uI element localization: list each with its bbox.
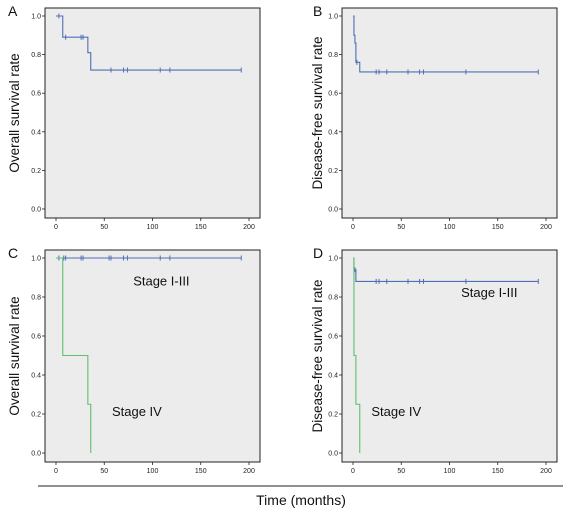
x-tick-label: 50 (100, 224, 108, 231)
x-tick-label: 50 (397, 224, 405, 231)
y-axis-label: Disease-free survival rate (310, 36, 325, 189)
plot-area (341, 7, 558, 219)
y-tick-label: 0.2 (31, 412, 41, 419)
y-tick-label: 0.4 (31, 373, 41, 380)
y-tick-label: 0.0 (31, 451, 41, 458)
series-annotation: Stage I-III (461, 285, 517, 300)
x-tick-label: 200 (540, 224, 552, 231)
y-axis-label: Disease-free survival rate (310, 279, 325, 432)
y-tick-label: 0.2 (328, 168, 338, 175)
x-tick-label: 200 (243, 224, 255, 231)
y-tick-label: 0.4 (31, 129, 41, 136)
y-tick-label: 0.6 (31, 91, 41, 98)
y-tick-label: 0.4 (328, 129, 338, 136)
y-tick-label: 0.8 (328, 295, 338, 302)
x-tick-label: 50 (397, 468, 405, 475)
plot-area (341, 249, 558, 463)
y-tick-label: 0.8 (328, 52, 338, 59)
y-tick-label: 1.0 (31, 14, 41, 21)
figure-xlabel: Time (months) (256, 492, 346, 508)
plot-area (44, 7, 261, 219)
y-tick-label: 1.0 (328, 14, 338, 21)
x-tick-label: 150 (195, 224, 207, 231)
x-tick-label: 50 (100, 468, 108, 475)
x-tick-label: 0 (54, 468, 58, 475)
series-annotation: Stage IV (112, 404, 162, 419)
panel-c: C Overall survival rate 0.0 0.2 0.4 0.6 0.8 1.0… (7, 245, 261, 475)
y-tick-label: 1.0 (31, 256, 41, 263)
series-line-0 (353, 15, 539, 73)
x-tick-label: 100 (147, 224, 159, 231)
y-tick-label: 0.0 (328, 207, 338, 214)
panel-a: A Overall survival rate 0.0 0.2 0.4 0.6 0.8 1.0… (7, 3, 261, 231)
series-line-0 (56, 15, 242, 71)
y-tick-label: 0.2 (328, 412, 338, 419)
x-tick-label: 0 (54, 224, 58, 231)
y-tick-label: 0.8 (31, 295, 41, 302)
series-annotation: Stage I-III (133, 273, 189, 288)
series-line-1 (56, 257, 92, 453)
panel-label: A (8, 3, 18, 19)
x-tick-label: 0 (351, 224, 355, 231)
y-tick-label: 0.2 (31, 168, 41, 175)
panel-b: B Disease-free survival rate 0.0 0.2 0.4 0.6 0… (310, 3, 558, 231)
x-tick-label: 150 (492, 468, 504, 475)
panel-label: D (313, 245, 323, 261)
y-tick-label: 0.4 (328, 373, 338, 380)
y-tick-label: 0.0 (31, 207, 41, 214)
x-tick-label: 150 (195, 468, 207, 475)
y-axis-label: Overall survival rate (7, 296, 22, 415)
panel-label: B (313, 3, 322, 19)
panel-label: C (8, 245, 18, 261)
x-tick-label: 150 (492, 224, 504, 231)
x-tick-label: 100 (444, 224, 456, 231)
series-line-1 (353, 257, 361, 453)
x-tick-label: 0 (351, 468, 355, 475)
x-tick-label: 200 (540, 468, 552, 475)
y-tick-label: 0.0 (328, 451, 338, 458)
panels-group: A Overall survival rate 0.0 0.2 0.4 0.6 0.8 1.0… (7, 3, 558, 475)
y-tick-label: 0.6 (328, 91, 338, 98)
y-axis-label: Overall survival rate (7, 53, 22, 172)
y-tick-label: 0.6 (31, 334, 41, 341)
series-annotation: Stage IV (371, 404, 421, 419)
y-tick-label: 0.6 (328, 334, 338, 341)
x-tick-label: 100 (147, 468, 159, 475)
x-tick-label: 200 (243, 468, 255, 475)
panel-d: D Disease-free survival rate 0.0 0.2 0.4 0.6 0… (310, 245, 558, 475)
y-tick-label: 1.0 (328, 256, 338, 263)
y-tick-label: 0.8 (31, 52, 41, 59)
x-tick-label: 100 (444, 468, 456, 475)
